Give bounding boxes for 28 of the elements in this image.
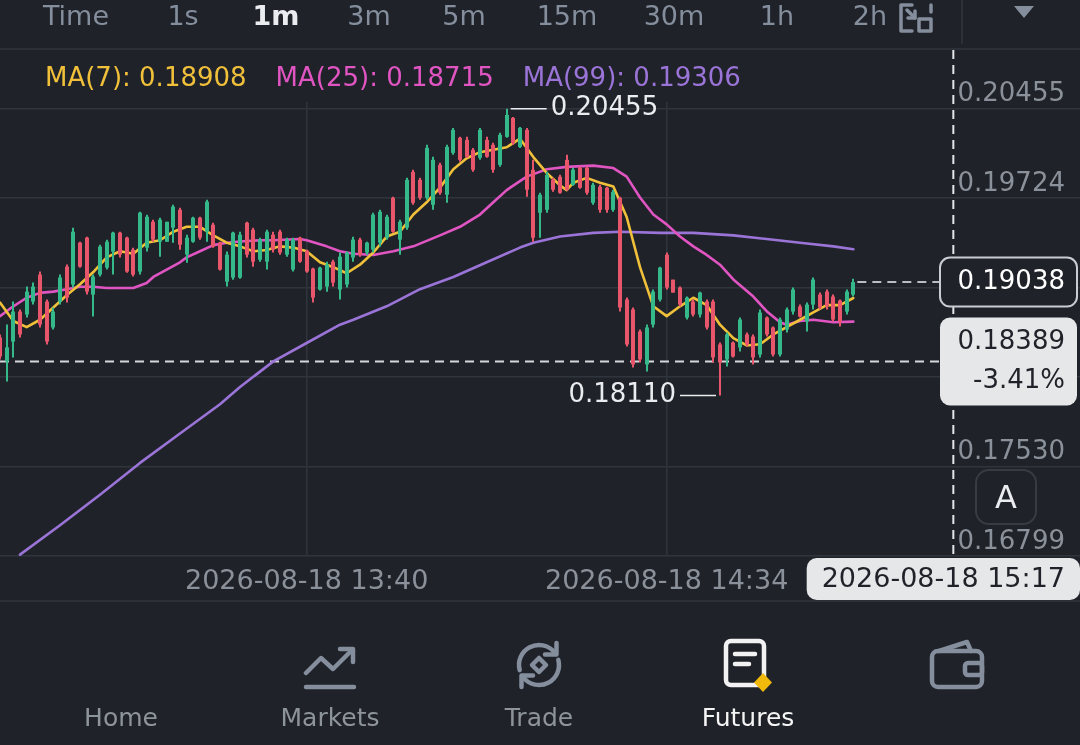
text: Time [42, 0, 110, 32]
ref-line-label: 2026-08-18 15:17 [821, 562, 1065, 594]
annotation: 0.18110 [568, 378, 676, 409]
text: 1s [167, 0, 199, 32]
annotation: A [995, 477, 1017, 517]
text: Markets [280, 703, 380, 733]
y-tick-label: 0.19724 [957, 166, 1065, 197]
text: 5m [442, 0, 486, 32]
text: 3m [347, 0, 391, 32]
y-tick-label: 0.17530 [957, 435, 1065, 466]
text: 1h [759, 0, 795, 32]
text: Futures [701, 703, 795, 733]
text: 30m [643, 0, 705, 32]
text: Trade [504, 703, 574, 733]
text: MA(7): 0.18908 [45, 61, 247, 92]
y-tick-label: 0.16799 [957, 524, 1065, 555]
text: 15m [536, 0, 598, 32]
annotation: 0.20455 [550, 91, 659, 122]
text: MA(99): 0.19306 [522, 61, 741, 92]
x-tick-label: 2026-08-18 13:40 [185, 564, 429, 596]
x-tick-label: 2026-08-18 14:34 [545, 564, 789, 596]
text: 1m [252, 0, 300, 32]
text: Home [84, 703, 158, 733]
text: MA(25): 0.18715 [275, 61, 494, 92]
y-tick-label: 0.20455 [957, 77, 1065, 108]
ref-line-label: 0.18389 -3.41% [957, 324, 1065, 394]
ref-line-label: 0.19038 [957, 264, 1065, 295]
text: 2h [852, 0, 888, 32]
